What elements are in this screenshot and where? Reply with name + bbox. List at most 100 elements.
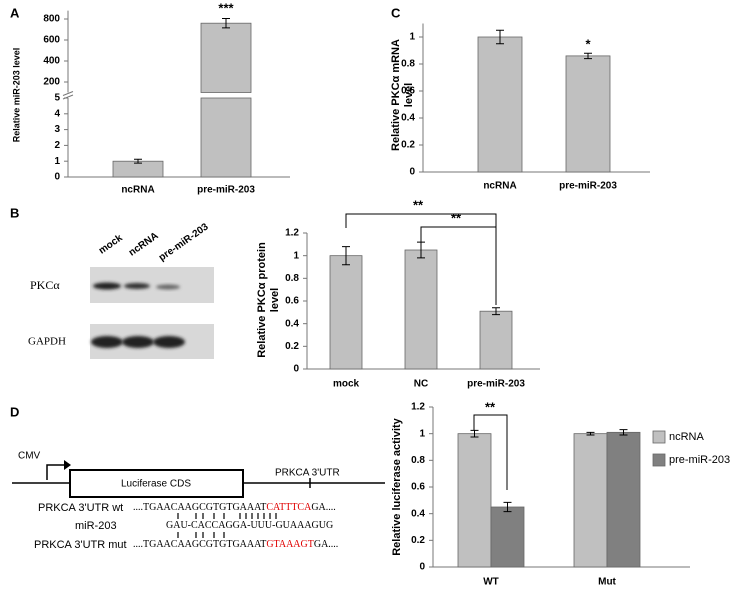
significance-label: * [585,36,591,51]
base-pairing [177,532,225,538]
bar [479,310,513,370]
cds-box [69,469,244,498]
sequence-label: PRKCA 3'UTR wt [38,502,123,514]
western-blot: mock ncRNA pre-miR-203 PKCα GAPDH [28,221,214,359]
y-tick-label: 0.2 [285,341,299,352]
y-axis-label-line: level [269,288,281,312]
row-label: PKCα [30,278,60,292]
lane-label: mock [97,232,125,256]
bar [565,55,611,173]
sequence-label: PRKCA 3'UTR mut [34,539,127,551]
y-tick-label: 1.2 [285,228,299,239]
error-bar [619,429,628,436]
arrow-head [64,460,71,470]
bar [329,255,363,370]
axis-break [62,91,74,100]
y-tick-label: 200 [43,77,60,88]
error-bar [134,158,142,164]
significance-label: ** [413,197,424,212]
sequence: GAU-CACCAGGA-UUU-GUAAAGUG [166,520,333,531]
y-tick-label: 0 [54,172,60,183]
bar [200,22,252,93]
y-tick-label: 0.6 [285,296,299,307]
seed-site: CATTTCA [266,502,312,513]
x-tick-label: pre-miR-203 [467,379,525,390]
y-tick-label: 0.8 [401,59,415,70]
sequence-label: miR-203 [75,520,117,532]
y-tick-label: 0.8 [285,273,299,284]
y-axis-label-line: level [403,83,415,107]
y-tick-label: 0 [409,167,415,178]
bar [490,506,525,568]
bar [404,249,438,370]
significance-label: *** [218,0,234,15]
utr-label: PRKCA 3'UTR [275,468,340,479]
band [93,282,121,290]
y-tick-label: 0 [293,364,299,375]
y-tick-label: 0.6 [401,86,415,97]
significance-bracket [420,226,496,242]
band [91,336,123,348]
sequence: ....TGAACAAGCGTGTGAAATCATTTCAGA.... [133,502,336,513]
sequence: ....TGAACAAGCGTGTGAAATGTAAAGTGA.... [133,539,338,550]
y-tick-label: 2 [54,140,60,151]
y-tick-label: 0.8 [411,455,425,466]
row-label: GAPDH [28,336,66,348]
y-axis-label-line: Relative PKCα mRNA [390,39,402,151]
x-tick-label: mock [333,379,360,390]
error-bar [417,241,425,259]
x-tick-label: ncRNA [483,181,516,192]
y-axis-label: Relative PKCα mRNAlevel [390,39,415,151]
y-tick-label: 1 [54,156,60,167]
error-bar [470,429,479,438]
legend-swatch [652,430,666,444]
y-tick-label: 0.6 [411,482,425,493]
y-tick-label: 0.4 [285,318,299,329]
sequence-part: ....TGAACAAGCGTGTGAAAT [133,539,266,550]
y-tick-label: 4 [54,108,60,119]
band [153,336,185,348]
y-tick-label: 5 [54,93,60,104]
y-tick-label: 0.2 [401,140,415,151]
y-axis-label: Relative miR-203 level [11,48,21,143]
mutated-site: GTAAAGT [266,539,314,550]
y-tick-label: 1 [409,32,415,43]
sequence-part: GAU-CACCAGGA-UUU-GUAAAGUG [166,520,333,531]
promoter-label: CMV [18,451,41,462]
x-tick-label: ncRNA [121,185,154,196]
band [122,336,154,348]
sequence-part: GA.... [314,539,338,550]
error-bar [222,17,230,29]
error-bar [342,246,350,266]
legend-swatch [652,453,666,467]
legend-label: pre-miR-203 [669,454,730,466]
sequence-part: GA.... [311,502,335,513]
error-bar [586,431,595,436]
y-tick-label: 3 [54,124,60,135]
bar [606,431,641,568]
bar [457,433,492,568]
y-axis-label: Relative PKCα proteinlevel [256,242,281,358]
y-axis-label-line: Relative PKCα protein [256,242,268,358]
band [124,283,150,289]
error-bar [492,307,500,316]
significance-bracket [473,414,508,490]
lane-label: pre-miR-203 [157,221,211,263]
y-tick-label: 600 [43,35,60,46]
band [156,284,180,290]
x-tick-label: Mut [598,577,616,588]
y-tick-label: 400 [43,56,60,67]
y-tick-label: 1 [293,250,299,261]
y-tick-label: 1 [419,428,425,439]
legend-label: ncRNA [669,431,705,443]
panel-label: C [391,5,401,20]
significance-label: ** [451,210,462,225]
error-bar [503,501,512,513]
lane-label: ncRNA [127,230,161,258]
y-tick-label: 0 [419,562,425,573]
y-tick-label: 0.2 [411,535,425,546]
x-tick-label: pre-miR-203 [197,185,255,196]
bar [200,97,252,178]
bar [477,36,523,173]
